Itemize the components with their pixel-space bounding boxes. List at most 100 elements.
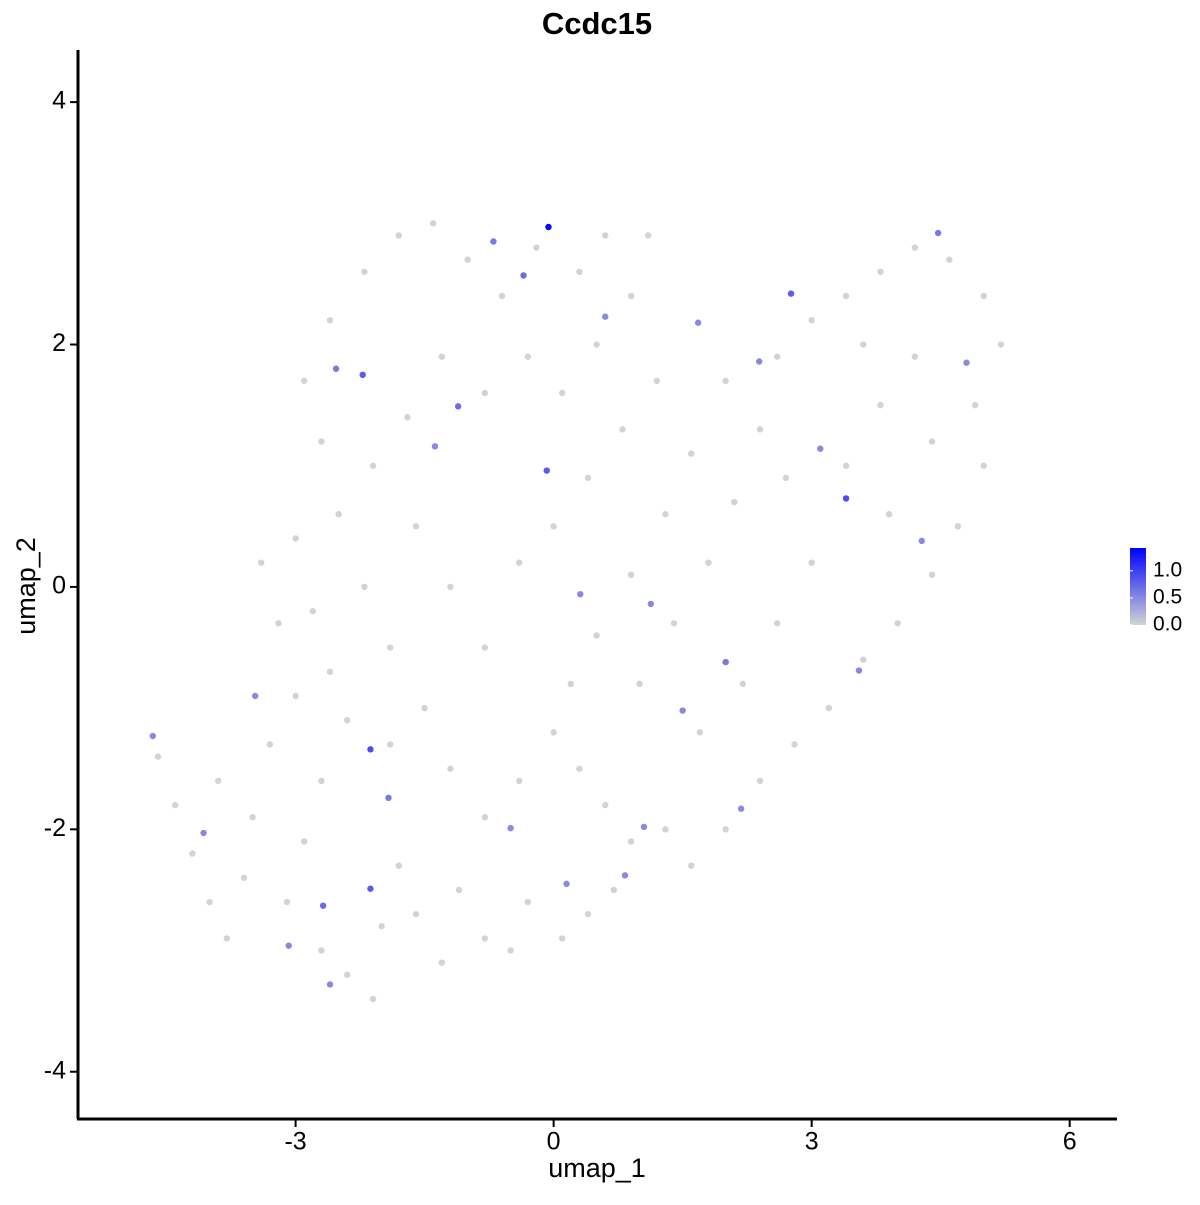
y-tick-label: 4 (52, 87, 66, 115)
point (490, 238, 497, 245)
point (275, 620, 282, 627)
point (171, 801, 179, 809)
point (421, 704, 428, 712)
point (825, 704, 833, 712)
colorbar-label: 0.0 (1153, 613, 1182, 636)
point (911, 353, 919, 360)
point (516, 777, 523, 785)
point (971, 401, 979, 409)
point (516, 559, 523, 566)
point (200, 829, 207, 837)
point (412, 523, 420, 530)
point (550, 729, 557, 736)
point (326, 981, 334, 988)
point (722, 826, 729, 833)
x-tick-label: 6 (1063, 1128, 1077, 1156)
point (653, 377, 661, 385)
point (149, 732, 157, 740)
point (385, 794, 392, 802)
point (584, 474, 592, 482)
point (464, 256, 471, 263)
point (344, 717, 351, 724)
point (283, 898, 291, 906)
y-tick-label: 2 (52, 329, 66, 357)
point (842, 462, 850, 469)
point (507, 947, 514, 954)
point (782, 474, 790, 482)
point (438, 353, 446, 360)
point (326, 668, 334, 675)
point (481, 389, 489, 397)
point (369, 995, 377, 1003)
point (154, 753, 162, 760)
point (395, 232, 403, 239)
point (318, 777, 325, 785)
point (593, 632, 600, 639)
point (602, 313, 609, 320)
colorbar-label: 1.0 (1153, 558, 1182, 581)
point (679, 707, 686, 714)
point (344, 971, 351, 978)
point (563, 880, 570, 888)
colorbar (1130, 548, 1146, 625)
point (722, 377, 729, 385)
point (756, 777, 764, 785)
point (739, 680, 747, 688)
point (361, 268, 368, 275)
point (292, 535, 299, 542)
point (593, 341, 600, 348)
point (412, 910, 420, 918)
point (524, 353, 532, 360)
point (911, 244, 919, 251)
point (928, 571, 936, 579)
y-axis-label: umap_2 (11, 537, 41, 635)
point (431, 443, 439, 450)
point (378, 923, 385, 930)
point (602, 232, 609, 239)
point (787, 290, 795, 297)
point (636, 680, 643, 688)
point (387, 741, 394, 748)
point (455, 886, 463, 894)
point (301, 838, 308, 845)
point (214, 777, 222, 785)
point (756, 426, 764, 433)
point (438, 959, 446, 966)
point (318, 947, 325, 954)
point (545, 223, 552, 231)
point (404, 414, 411, 421)
point (498, 292, 506, 300)
point (481, 935, 489, 942)
point (731, 498, 738, 506)
point (860, 341, 867, 348)
x-tick-label: 0 (547, 1128, 561, 1156)
point (369, 462, 377, 469)
point (688, 450, 695, 457)
point (808, 559, 815, 566)
point (332, 365, 340, 372)
point (359, 371, 366, 379)
point (577, 590, 584, 598)
point (251, 692, 259, 700)
point (576, 765, 583, 772)
point (621, 872, 629, 879)
point (954, 523, 962, 530)
point (997, 341, 1005, 348)
point (627, 292, 635, 300)
point (645, 232, 652, 239)
point (737, 805, 745, 812)
point (791, 741, 798, 748)
point (367, 885, 374, 892)
y-tick-label: -4 (44, 1056, 66, 1084)
y-tick-label: 0 (52, 572, 66, 600)
point (918, 537, 925, 545)
point (240, 874, 248, 882)
point (610, 886, 618, 894)
point (946, 256, 953, 263)
point (292, 692, 299, 700)
point (696, 729, 704, 736)
point (774, 353, 781, 360)
point (640, 823, 648, 831)
point (335, 511, 342, 518)
